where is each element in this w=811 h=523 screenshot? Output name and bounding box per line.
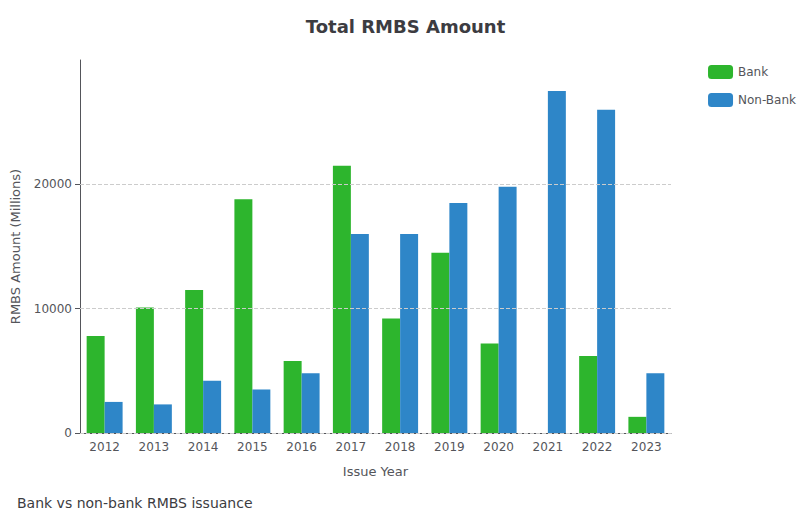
svg-text:Issue Year: Issue Year	[343, 464, 409, 479]
svg-text:2018: 2018	[385, 440, 416, 454]
svg-text:2013: 2013	[139, 440, 170, 454]
svg-text:2022: 2022	[582, 440, 613, 454]
svg-text:2015: 2015	[237, 440, 268, 454]
svg-text:0: 0	[64, 426, 72, 440]
svg-text:2020: 2020	[483, 440, 514, 454]
svg-text:Bank vs non-bank RMBS issuance: Bank vs non-bank RMBS issuance	[17, 495, 253, 511]
svg-text:2014: 2014	[188, 440, 219, 454]
svg-text:2019: 2019	[434, 440, 465, 454]
svg-text:2017: 2017	[336, 440, 367, 454]
svg-text:Bank: Bank	[738, 65, 768, 79]
svg-text:Non-Bank: Non-Bank	[738, 93, 796, 107]
svg-text:10000: 10000	[34, 302, 72, 316]
svg-text:2012: 2012	[89, 440, 120, 454]
svg-text:2021: 2021	[533, 440, 564, 454]
svg-text:20000: 20000	[34, 177, 72, 191]
svg-text:Total RMBS Amount: Total RMBS Amount	[306, 16, 506, 37]
svg-text:2023: 2023	[631, 440, 662, 454]
svg-text:2016: 2016	[286, 440, 317, 454]
svg-text:RMBS Amount (Millions): RMBS Amount (Millions)	[8, 169, 23, 324]
